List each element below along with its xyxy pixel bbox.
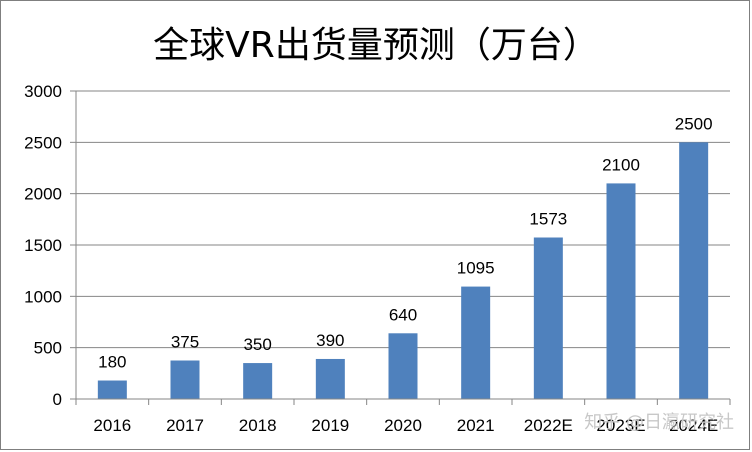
- bars: [97, 142, 709, 400]
- x-tick-label: 2019: [311, 416, 349, 435]
- x-tick-label: 2017: [166, 416, 204, 435]
- x-tick-label: 2024E: [669, 416, 718, 435]
- y-tick-label: 2000: [24, 185, 62, 204]
- y-tick-label: 3000: [24, 82, 62, 101]
- bar: [243, 363, 273, 399]
- x-tick-label: 2018: [239, 416, 277, 435]
- x-tick-label: 2016: [93, 416, 131, 435]
- data-label: 2100: [602, 155, 640, 174]
- bar: [97, 380, 127, 399]
- data-label: 350: [243, 335, 271, 354]
- y-tick-label: 1500: [24, 236, 62, 255]
- data-label: 2500: [675, 114, 713, 133]
- y-tick-label: 1000: [24, 287, 62, 306]
- x-tick-label: 2023E: [596, 416, 645, 435]
- bar: [606, 183, 636, 399]
- axes: [70, 90, 731, 405]
- data-label: 390: [316, 331, 344, 350]
- x-tick-label: 2020: [384, 416, 422, 435]
- bar: [461, 286, 491, 399]
- bar: [315, 358, 345, 399]
- y-tick-label: 500: [34, 339, 62, 358]
- x-tick-label: 2021: [457, 416, 495, 435]
- chart-title: 全球VR出货量预测（万台）: [153, 25, 599, 66]
- bar: [388, 333, 418, 399]
- labels: 0 500 1000 1500 2000 2500 3000 180 2016 375 2017 35…: [24, 82, 718, 435]
- data-label: 1573: [529, 210, 567, 229]
- y-tick-label: 0: [53, 390, 62, 409]
- bar: [170, 360, 200, 399]
- watermark: 知乎 @日瀛研究社: [584, 412, 734, 433]
- data-label: 180: [98, 353, 126, 372]
- bar: [679, 142, 709, 400]
- data-label: 1095: [457, 259, 495, 278]
- bar: [533, 237, 563, 399]
- data-label: 640: [389, 305, 417, 324]
- y-tick-label: 2500: [24, 133, 62, 152]
- data-label: 375: [171, 333, 199, 352]
- x-tick-label: 2022E: [524, 416, 573, 435]
